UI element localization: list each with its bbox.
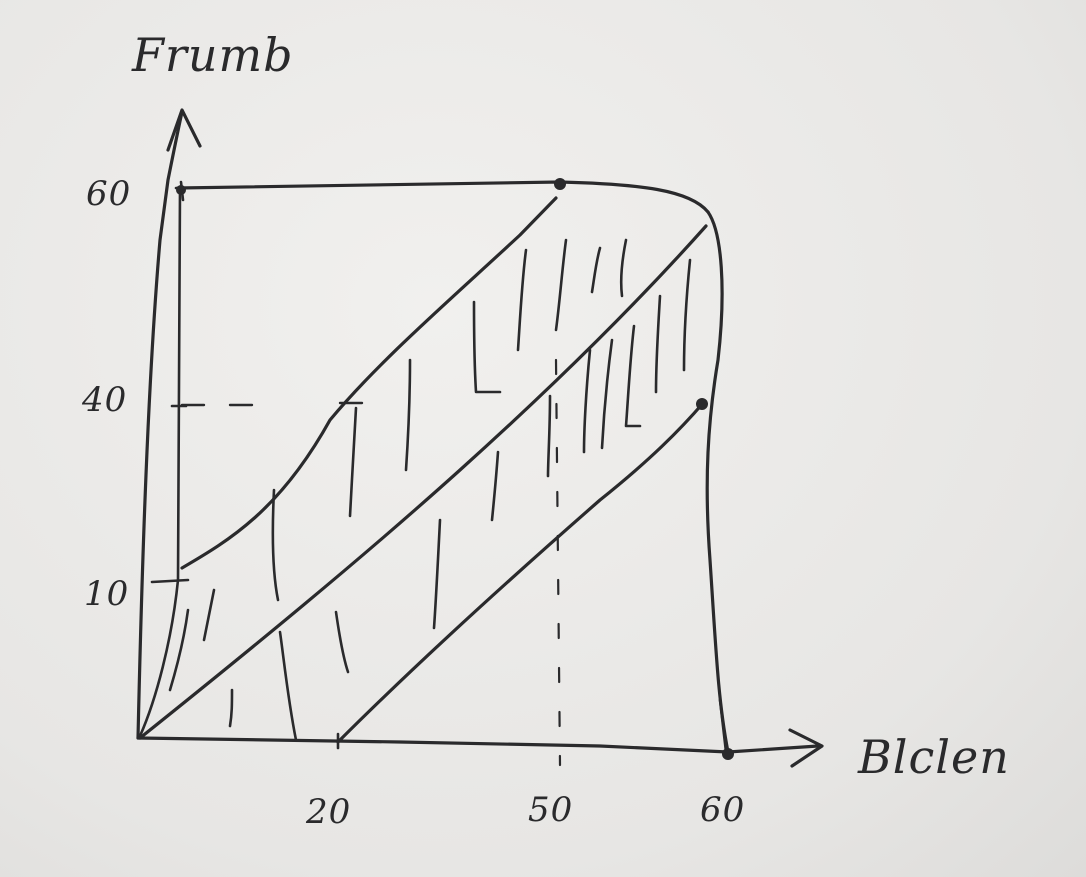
dashed-vertical-50 (554, 358, 562, 767)
y-tick-10: 10 (84, 574, 130, 614)
y-tick-60: 60 (86, 174, 132, 214)
x-tick-50: 50 (528, 790, 574, 830)
lower-diagonal (336, 400, 706, 744)
top-boundary-line (176, 180, 710, 214)
y-axis-arrowhead (166, 108, 202, 152)
middle-diagonal (138, 224, 708, 740)
y-tick-40: 40 (82, 380, 128, 420)
hatching (168, 238, 692, 742)
y-axis-label: Frumb (132, 28, 294, 82)
left-boundary (138, 186, 182, 738)
y-axis (136, 110, 184, 740)
right-boundary-curve (705, 210, 730, 754)
point-right-40 (696, 398, 708, 410)
x-axis-label: Blclen (858, 730, 1010, 784)
upper-diagonal (180, 196, 558, 570)
x-tick-20: 20 (306, 792, 352, 832)
point-y-60 (176, 185, 186, 195)
x-axis-arrowhead (788, 728, 824, 768)
dashed-line-40 (180, 401, 374, 407)
x-axis (136, 736, 820, 754)
corner-60-mark (718, 698, 728, 754)
point-x-60 (722, 748, 734, 760)
point-top-50 (554, 178, 566, 190)
tick-10 (150, 578, 190, 584)
x-tick-60: 60 (700, 790, 746, 830)
